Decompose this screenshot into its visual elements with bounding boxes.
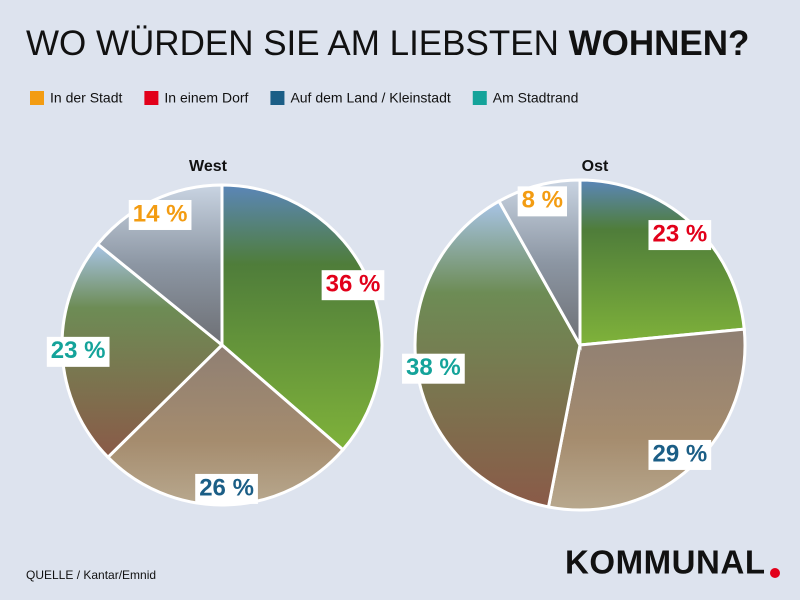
value-label-bg — [195, 473, 258, 504]
value-label: 26 % — [199, 474, 254, 501]
value-label-bg — [128, 199, 192, 230]
legend-swatch — [30, 91, 44, 105]
value-label: 8 % — [522, 187, 563, 214]
value-label: 23 % — [51, 337, 106, 364]
legend-swatch — [144, 91, 159, 105]
pie-slice — [578, 178, 746, 347]
charts: West 36 % 26 % 23 % 14 % Ost 23 % 29 % 38 % 8 % — [46, 158, 747, 512]
value-label-bg — [46, 336, 110, 367]
chart-title: West — [189, 158, 228, 175]
chart-title: Ost — [582, 158, 609, 175]
value-label-bg — [321, 270, 385, 301]
legend-label: Auf dem Land / Kleinstadt — [290, 90, 450, 106]
value-label: 14 % — [133, 200, 188, 227]
value-label: 38 % — [406, 354, 461, 381]
value-label-bg — [648, 439, 712, 470]
legend-swatch — [270, 91, 285, 105]
pie-slice — [105, 342, 346, 507]
pie-slice — [496, 178, 582, 351]
title: WO WÜRDEN SIE AM LIEBSTEN WOHNEN? — [26, 24, 749, 63]
value-label: 36 % — [326, 271, 381, 298]
source: QUELLE / Kantar/Emnid — [26, 568, 156, 582]
value-label-bg — [648, 220, 712, 251]
brand-dot — [770, 568, 780, 578]
brand-logo: KOMMUNAL — [565, 544, 765, 581]
legend-swatch — [472, 91, 487, 105]
value-label-bg — [517, 186, 568, 217]
value-label: 23 % — [652, 220, 707, 247]
legend-label: In der Stadt — [50, 90, 122, 106]
legend-label: Am Stadtrand — [493, 90, 579, 106]
legend-label: In einem Dorf — [164, 90, 248, 106]
legend: In der Stadt In einem Dorf Auf dem Land / … — [30, 90, 578, 106]
value-label-bg — [402, 353, 465, 384]
value-label: 29 % — [652, 440, 707, 467]
